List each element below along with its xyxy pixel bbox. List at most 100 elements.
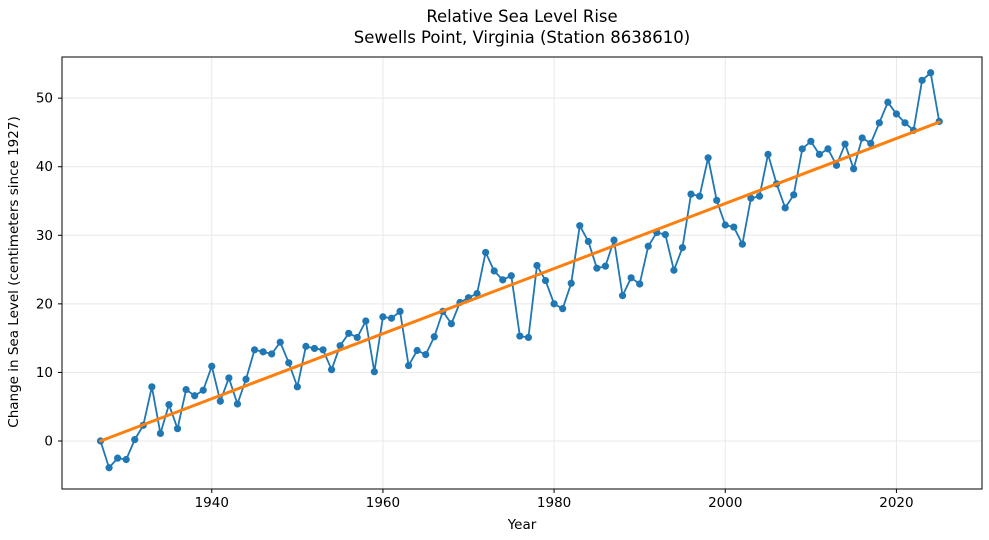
- axes-frame: [61, 56, 983, 490]
- data-point: [576, 222, 584, 230]
- data-point: [747, 194, 755, 202]
- data-point: [362, 317, 370, 325]
- data-point: [507, 272, 515, 280]
- data-point: [122, 455, 130, 464]
- data-point: [259, 348, 267, 356]
- data-point: [807, 137, 815, 145]
- x-tick-label: 1960: [366, 495, 400, 511]
- plot-background: [62, 57, 982, 489]
- data-point: [499, 276, 507, 284]
- y-tick-label: 20: [36, 296, 53, 312]
- data-point: [233, 400, 242, 408]
- data-point: [713, 196, 721, 204]
- data-point: [584, 237, 592, 246]
- x-tick-label: 1940: [195, 495, 229, 511]
- data-point: [422, 351, 430, 359]
- y-tick-label: 50: [36, 91, 53, 107]
- data-point: [447, 320, 455, 328]
- data-point: [550, 300, 558, 308]
- data-point: [370, 368, 378, 376]
- data-point: [105, 464, 113, 472]
- data-point: [695, 192, 704, 200]
- data-point: [858, 134, 866, 142]
- data-point: [524, 333, 533, 342]
- data-point: [867, 139, 875, 147]
- data-point: [559, 305, 567, 313]
- data-point: [730, 223, 738, 231]
- x-axis-label: Year: [507, 517, 537, 533]
- data-point: [319, 346, 327, 354]
- gridlines: [62, 57, 982, 489]
- data-point: [285, 359, 293, 367]
- data-point: [755, 192, 764, 200]
- tick-labels: 1940 1960 1980 2000 2020 0 10 20 30 40 50: [36, 91, 914, 511]
- data-point: [790, 191, 798, 199]
- data-point: [850, 165, 858, 173]
- data-point: [884, 98, 892, 106]
- data-point: [815, 150, 823, 158]
- data-point: [216, 397, 224, 405]
- data-point: [165, 401, 173, 409]
- data-point: [618, 292, 627, 300]
- data-point: [678, 244, 687, 252]
- data-point: [516, 332, 524, 340]
- data-point: [875, 119, 883, 127]
- data-point: [131, 436, 139, 444]
- data-point: [593, 264, 601, 272]
- data-point: [387, 314, 396, 322]
- data-point: [473, 289, 481, 298]
- data-point: [293, 383, 301, 391]
- data-point: [721, 221, 729, 229]
- data-point: [798, 145, 806, 153]
- x-tick-label: 2000: [708, 495, 742, 511]
- y-tick-label: 40: [36, 159, 53, 175]
- data-point: [379, 313, 387, 321]
- data-point: [310, 344, 319, 353]
- tick-marks: [58, 97, 897, 493]
- data-point: [242, 375, 250, 383]
- data-point: [396, 307, 404, 315]
- chart-subtitle: Sewells Point, Virginia (Station 8638610…: [353, 28, 691, 47]
- data-point: [182, 385, 190, 394]
- data-point: [345, 329, 353, 337]
- data-point: [636, 280, 644, 288]
- x-tick-label: 1980: [537, 495, 571, 511]
- data-point: [208, 362, 216, 370]
- data-point: [327, 366, 336, 374]
- data-point: [832, 161, 841, 169]
- linear-trend: [99, 120, 941, 443]
- data-point: [191, 392, 199, 400]
- data-point: [276, 338, 284, 346]
- data-point: [644, 242, 652, 250]
- data-point: [824, 145, 832, 153]
- data-point: [268, 350, 276, 358]
- y-axis-label-text: Change in Sea Level (centimeters since 1…: [6, 116, 22, 428]
- data-point: [413, 346, 421, 355]
- data-point: [173, 425, 182, 433]
- data-point: [541, 276, 550, 285]
- data-point: [482, 248, 490, 257]
- data-point: [225, 374, 233, 382]
- data-point: [533, 261, 541, 270]
- data-point: [250, 346, 259, 354]
- data-point: [841, 140, 849, 148]
- data-point: [738, 240, 746, 248]
- data-point: [918, 76, 926, 84]
- annual-mean-sea-level: [96, 69, 943, 472]
- data-point: [405, 361, 413, 370]
- data-point: [627, 274, 635, 282]
- y-tick-label: 0: [44, 434, 53, 450]
- data-point: [430, 333, 438, 341]
- x-tick-label: 2020: [879, 495, 913, 511]
- y-tick-label: 10: [36, 365, 53, 381]
- data-point: [302, 342, 310, 350]
- data-point: [336, 342, 344, 350]
- data-point: [114, 454, 122, 462]
- data-point: [764, 150, 772, 158]
- data-point: [704, 154, 712, 162]
- data-point: [601, 262, 610, 270]
- data-point: [927, 69, 935, 77]
- data-point: [670, 266, 678, 274]
